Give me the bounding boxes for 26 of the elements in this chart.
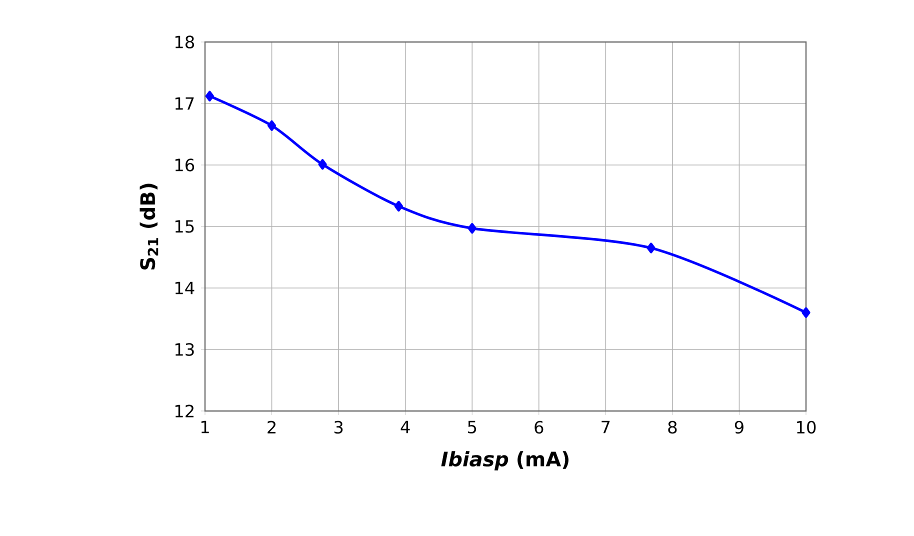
- y-tick-label: 15: [175, 220, 194, 233]
- point: [802, 307, 810, 318]
- x-tick-label: 6: [534, 420, 544, 434]
- x-tick-label: 3: [334, 420, 343, 434]
- x-tick-label: 10: [797, 420, 816, 434]
- y-tick-label: 17: [175, 97, 194, 110]
- x-tick-label: 2: [268, 420, 276, 434]
- y-tick-label: 13: [175, 343, 194, 356]
- y-axis-title: S$_{21}$ (dB): [140, 184, 158, 270]
- x-tick-label: 5: [468, 420, 476, 434]
- x-tick-label: 4: [400, 420, 410, 434]
- y-tick-label: 14: [175, 282, 194, 294]
- y-tick-label: 16: [175, 158, 194, 172]
- point: [646, 242, 656, 254]
- point: [267, 120, 276, 131]
- x-axis-title: Ibiasp (mA): [441, 451, 568, 470]
- x-tick-label: 9: [734, 420, 744, 434]
- x-tick-label: 7: [602, 420, 610, 434]
- point: [468, 223, 476, 234]
- point: [394, 200, 403, 212]
- x-tick-label: 8: [668, 420, 677, 434]
- y-tick-label: 12: [175, 404, 194, 418]
- x-tick-label: 1: [201, 420, 209, 434]
- point: [205, 90, 214, 102]
- point: [318, 159, 327, 170]
- y-tick-label: 18: [175, 36, 194, 48]
